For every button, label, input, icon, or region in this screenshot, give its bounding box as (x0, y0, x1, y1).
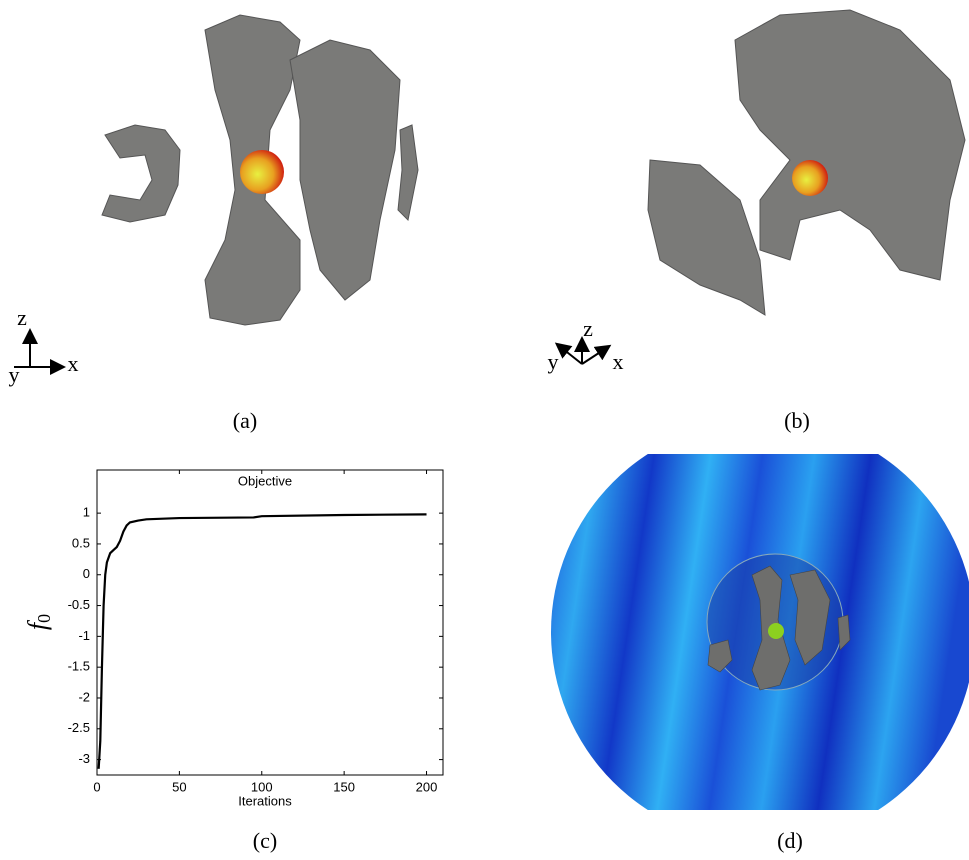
axis-triad-b (558, 340, 608, 364)
axis-triad-a (14, 332, 62, 367)
x-tick-label: 150 (333, 779, 355, 794)
y-tick-label: -1 (78, 628, 90, 643)
x-tick-label: 0 (93, 779, 100, 794)
x-tick-label: 200 (416, 779, 438, 794)
y-axis-label-subscript: 0 (34, 614, 54, 623)
y-tick-label: -1.5 (68, 659, 90, 674)
y-tick-label: -0.5 (68, 597, 90, 612)
axis-label: z (583, 316, 593, 341)
caption: (d) (777, 828, 803, 853)
y-tick-label: -2.5 (68, 720, 90, 735)
y-tick-label: 0.5 (72, 535, 90, 550)
x-tick-label: 50 (172, 779, 186, 794)
sphere (792, 160, 828, 196)
page: z y x (a) z y x (b) (d) Objective Iterat… (0, 0, 969, 860)
axis-label: y (548, 349, 559, 374)
caption: (a) (233, 408, 257, 433)
x-tick-label: 100 (251, 779, 273, 794)
panel-d-render (551, 420, 969, 844)
chart-title: Objective (238, 473, 292, 488)
y-tick-label: 1 (83, 505, 90, 520)
y-tick-label: -2 (78, 689, 90, 704)
x-axis-label: Iterations (238, 793, 292, 808)
caption: (c) (253, 828, 277, 853)
figure: z y x (a) z y x (b) (d) Objective Iterat… (0, 0, 969, 860)
line (99, 514, 427, 768)
y-tick-label: -3 (78, 751, 90, 766)
y-axis-label: f0 (23, 614, 54, 630)
axis-label: x (68, 351, 79, 376)
axis-label: y (9, 362, 20, 387)
axis-label: x (613, 349, 624, 374)
axis-label: z (17, 305, 27, 330)
y-tick-label: 0 (83, 566, 90, 581)
sphere (240, 150, 284, 194)
caption: (b) (784, 408, 810, 433)
